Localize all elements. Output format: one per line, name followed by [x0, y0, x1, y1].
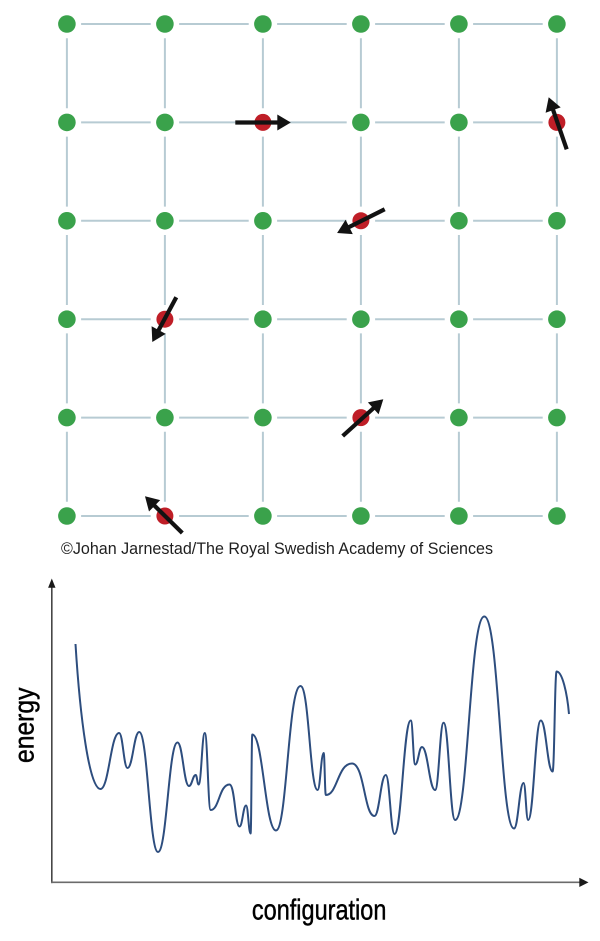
svg-text:©Johan Jarnestad/The Royal Swe: ©Johan Jarnestad/The Royal Swedish Acade…: [61, 539, 493, 558]
svg-text:energy: energy: [9, 688, 40, 764]
svg-text:configuration: configuration: [252, 894, 387, 926]
